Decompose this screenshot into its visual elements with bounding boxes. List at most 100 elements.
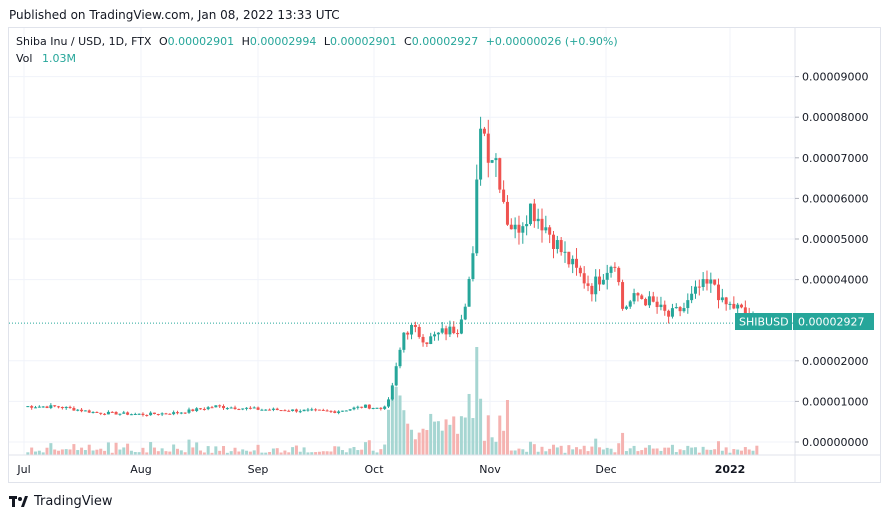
- volume-bar: [624, 451, 628, 455]
- volume-bar: [41, 452, 45, 455]
- volume-bar: [294, 445, 298, 455]
- volume-bar: [95, 449, 99, 455]
- x-tick-label: Oct: [364, 463, 384, 476]
- volume-bar: [195, 442, 199, 455]
- volume-bar: [271, 448, 275, 455]
- footer-brand[interactable]: TradingView: [9, 494, 113, 509]
- volume-bar: [755, 445, 759, 455]
- volume-bar: [379, 449, 383, 455]
- candle-body: [306, 409, 310, 411]
- candle-body: [713, 279, 717, 285]
- candle-body: [248, 407, 252, 409]
- candle-body: [471, 253, 475, 279]
- time-axis: Jul Aug Sep Oct Nov Dec 2022: [9, 454, 881, 476]
- candle-body: [152, 412, 156, 415]
- candle-body: [210, 407, 214, 409]
- candle-body: [682, 308, 686, 312]
- volume-bar: [670, 444, 674, 455]
- candle-body: [590, 285, 594, 295]
- volume-bar: [245, 450, 249, 455]
- y-tick-label: 0.00005000: [802, 233, 868, 246]
- candle-body: [544, 227, 548, 231]
- volume-bar: [736, 449, 740, 455]
- candle-body: [99, 412, 103, 414]
- volume-bar: [214, 446, 218, 455]
- candle-body: [183, 412, 187, 414]
- candle-body: [740, 304, 744, 308]
- candle-body: [53, 405, 57, 407]
- candle-body: [521, 226, 525, 233]
- legend-c-value: 0.00002927: [412, 35, 478, 48]
- volume-bar: [314, 452, 318, 455]
- volume-bar: [137, 452, 141, 455]
- volume-bar: [674, 452, 678, 455]
- volume-bar: [498, 415, 502, 455]
- volume-bar: [433, 421, 437, 455]
- legend-l-label: L: [324, 35, 331, 48]
- candle-body: [76, 409, 80, 411]
- volume-bar: [559, 445, 563, 455]
- candle-body: [371, 407, 375, 409]
- candle-body: [34, 407, 38, 409]
- volume-bar: [191, 447, 195, 455]
- y-tick-label: 0.00001000: [802, 395, 868, 408]
- candle-body: [617, 267, 621, 283]
- candle-body: [502, 189, 506, 202]
- volume-bar: [578, 449, 582, 455]
- candle-body: [609, 266, 613, 273]
- volume-bar: [720, 450, 724, 455]
- volume-bar: [30, 447, 34, 455]
- candle-body: [425, 342, 429, 345]
- candle-body: [233, 407, 237, 410]
- y-tick-label: 0.00007000: [802, 152, 868, 165]
- candle-body: [536, 218, 540, 222]
- legend-vol-label: Vol: [16, 52, 32, 65]
- volume-bar: [601, 449, 605, 455]
- candle-body: [433, 334, 437, 337]
- volume-bars: [26, 347, 759, 455]
- candle-body: [571, 258, 575, 265]
- candle-body: [586, 283, 590, 286]
- volume-bar: [206, 446, 210, 455]
- candle-body: [628, 301, 632, 307]
- volume-bar: [552, 444, 555, 455]
- candle-body: [410, 324, 414, 335]
- volume-bar: [103, 450, 107, 455]
- candle-body: [145, 414, 149, 416]
- candle-body: [30, 406, 34, 408]
- candle-body: [632, 293, 636, 302]
- chart-frame[interactable]: [8, 27, 881, 483]
- volume-bar: [344, 452, 348, 455]
- candle-body: [456, 333, 460, 335]
- candle-body: [486, 133, 490, 163]
- candle-body: [302, 409, 306, 412]
- y-tick-label: 0.00004000: [802, 274, 868, 287]
- candle-body: [644, 299, 648, 306]
- candle-body: [724, 297, 728, 305]
- volume-bar: [222, 446, 226, 455]
- candle-body: [321, 409, 325, 411]
- volume-bar: [690, 447, 694, 455]
- volume-bar: [471, 418, 475, 455]
- volume-bar: [333, 446, 337, 455]
- volume-bar: [517, 448, 521, 455]
- candle-body: [517, 224, 521, 233]
- candle-body: [37, 406, 41, 408]
- volume-bar: [360, 449, 364, 455]
- candle-body: [172, 412, 176, 415]
- volume-bar: [53, 449, 57, 455]
- volume-bar: [49, 443, 53, 455]
- volume-bar: [390, 397, 394, 455]
- published-header: Published on TradingView.com, Jan 08, 20…: [9, 8, 340, 22]
- volume-bar: [268, 451, 272, 455]
- legend-symbol: Shiba Inu / USD, 1D, FTX: [16, 35, 152, 48]
- volume-bar: [152, 447, 156, 455]
- candle-body: [214, 405, 218, 408]
- volume-bar: [728, 452, 732, 455]
- legend-volume: Vol 1.03M: [16, 52, 76, 65]
- volume-bar: [367, 440, 371, 455]
- volume-bar: [590, 446, 594, 455]
- volume-bar: [126, 443, 130, 455]
- legend-h-label: H: [242, 35, 250, 48]
